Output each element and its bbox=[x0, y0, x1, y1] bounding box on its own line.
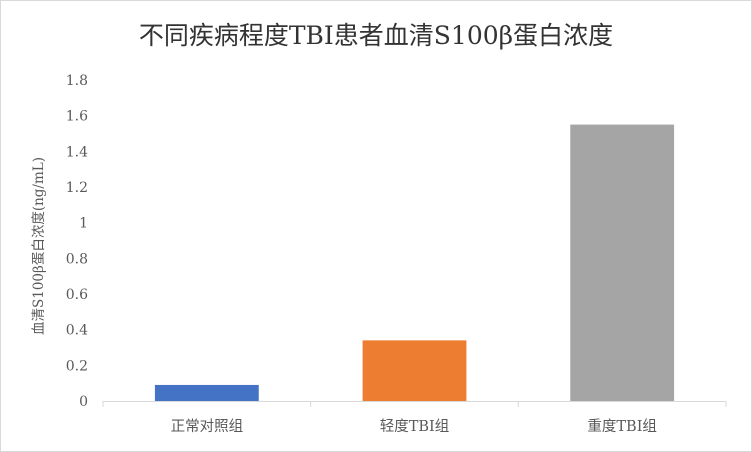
y-tick-label: 0.8 bbox=[66, 251, 88, 267]
y-tick-label: 0.2 bbox=[66, 358, 88, 374]
chart-title: 不同疾病程度TBI患者血清S100β蛋白浓度 bbox=[139, 21, 613, 50]
y-tick-label: 1.6 bbox=[66, 109, 88, 125]
y-tick-label: 1.2 bbox=[66, 180, 88, 196]
y-tick-label: 1.8 bbox=[66, 73, 88, 89]
bar-3 bbox=[570, 124, 675, 401]
y-axis-ticks: 0 0.2 0.4 0.6 0.8 1 1.2 1.4 1.6 1.8 bbox=[66, 73, 88, 410]
y-tick-label: 1 bbox=[79, 216, 88, 232]
y-axis-label: 血清S100β蛋白浓度(ng/mL) bbox=[31, 157, 47, 335]
bar-1 bbox=[154, 384, 259, 401]
category-label: 正常对照组 bbox=[171, 418, 244, 435]
bars bbox=[154, 124, 675, 401]
y-tick-label: 1.4 bbox=[66, 144, 88, 160]
bar-2 bbox=[362, 340, 467, 401]
y-tick-label: 0.6 bbox=[66, 287, 88, 303]
y-tick-label: 0 bbox=[79, 394, 88, 410]
category-labels: 正常对照组 轻度TBI组 重度TBI组 bbox=[171, 418, 657, 435]
x-axis-ticks bbox=[102, 401, 727, 407]
y-tick-label: 0.4 bbox=[66, 323, 88, 339]
category-label: 重度TBI组 bbox=[587, 418, 657, 435]
category-label: 轻度TBI组 bbox=[380, 418, 450, 435]
